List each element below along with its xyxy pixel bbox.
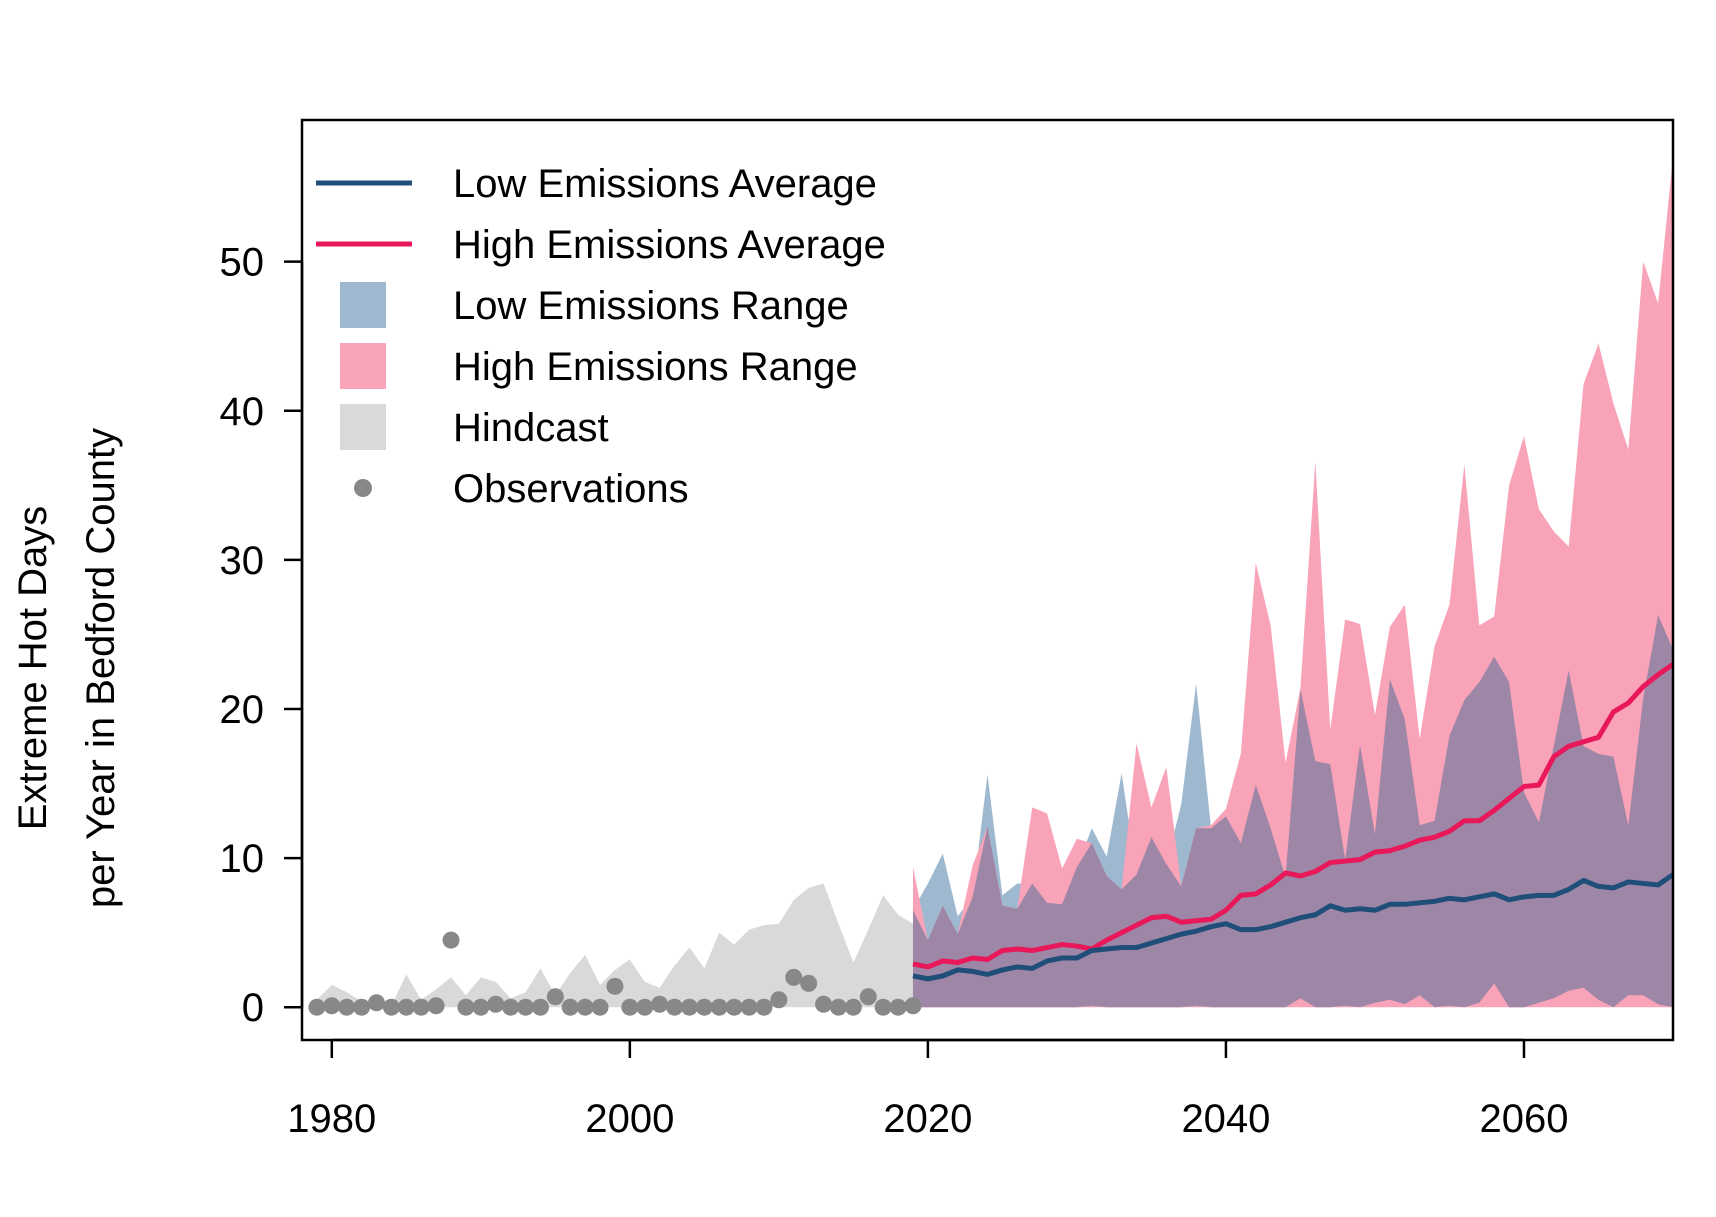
plot-layer bbox=[308, 157, 1673, 1016]
observation-point bbox=[591, 998, 609, 1016]
observation-point bbox=[815, 995, 833, 1013]
y-tick-label: 30 bbox=[220, 539, 265, 583]
observation-point bbox=[308, 998, 326, 1016]
legend-label-low-emissions-range: Low Emissions Range bbox=[453, 284, 849, 328]
observation-point bbox=[889, 998, 907, 1016]
x-tick-label: 2020 bbox=[883, 1097, 972, 1141]
legend-label-low-emissions-average: Low Emissions Average bbox=[453, 162, 877, 206]
observation-point bbox=[412, 998, 430, 1016]
legend-label-high-emissions-average: High Emissions Average bbox=[453, 223, 886, 267]
y-axis-title-line-1: Extreme Hot Days bbox=[11, 506, 55, 831]
legend-swatch-high-emissions-range bbox=[340, 343, 386, 389]
high-emissions-average-line bbox=[912, 662, 1673, 970]
legend-label-observations: Observations bbox=[453, 467, 689, 511]
observation-point bbox=[636, 998, 654, 1016]
y-axis-title-line-2: per Year in Bedford County bbox=[79, 428, 123, 908]
observation-point bbox=[800, 974, 818, 992]
observation-point bbox=[353, 998, 371, 1016]
observation-point bbox=[397, 998, 415, 1016]
x-tick-label: 1980 bbox=[287, 1097, 376, 1141]
observation-point bbox=[561, 998, 579, 1016]
y-axis-title: Extreme Hot Days per Year in Bedford Cou… bbox=[11, 428, 123, 908]
observation-point bbox=[606, 977, 624, 995]
observation-point bbox=[621, 998, 639, 1016]
observation-point bbox=[755, 998, 773, 1016]
observation-point bbox=[368, 994, 386, 1012]
observation-point bbox=[338, 998, 356, 1016]
observation-point bbox=[666, 998, 684, 1016]
y-axis: 0 10 20 30 40 50 bbox=[220, 241, 304, 1030]
observation-point bbox=[472, 998, 490, 1016]
observation-point bbox=[457, 998, 475, 1016]
legend: Low Emissions Average High Emissions Aver… bbox=[316, 162, 886, 511]
legend-swatch-observations bbox=[354, 479, 372, 497]
observation-point bbox=[829, 998, 847, 1016]
legend-label-hindcast: Hindcast bbox=[453, 406, 609, 450]
legend-swatch-low-emissions-range bbox=[340, 282, 386, 328]
hindcast-band bbox=[316, 883, 913, 1008]
observation-point bbox=[502, 998, 520, 1016]
observation-point bbox=[710, 998, 728, 1016]
observation-point bbox=[427, 997, 445, 1015]
observation-point bbox=[651, 995, 669, 1013]
legend-swatch-hindcast bbox=[340, 404, 386, 450]
observation-point bbox=[695, 998, 713, 1016]
observation-point bbox=[844, 998, 862, 1016]
y-tick-label: 0 bbox=[242, 986, 264, 1030]
range-overlap-band bbox=[912, 615, 1673, 1008]
observation-point bbox=[874, 998, 892, 1016]
observation-point bbox=[442, 931, 460, 949]
legend-label-high-emissions-range: High Emissions Range bbox=[453, 345, 858, 389]
observation-point bbox=[531, 998, 549, 1016]
x-tick-label: 2060 bbox=[1479, 1097, 1568, 1141]
y-tick-label: 40 bbox=[220, 390, 265, 434]
low-emissions-average-line bbox=[912, 872, 1673, 982]
observation-point bbox=[517, 998, 535, 1016]
observation-point bbox=[725, 998, 743, 1016]
observation-point bbox=[859, 988, 877, 1006]
y-tick-label: 20 bbox=[220, 688, 265, 732]
x-tick-label: 2040 bbox=[1181, 1097, 1270, 1141]
observation-point bbox=[382, 998, 400, 1016]
observation-point bbox=[740, 998, 758, 1016]
x-tick-label: 2000 bbox=[585, 1097, 674, 1141]
observation-point bbox=[487, 995, 505, 1013]
observation-point bbox=[323, 997, 341, 1015]
observation-point bbox=[680, 998, 698, 1016]
y-tick-label: 10 bbox=[220, 837, 265, 881]
observation-point bbox=[785, 968, 803, 986]
x-axis: 1980 2000 2020 2040 2060 bbox=[287, 1038, 1568, 1141]
observation-point bbox=[546, 988, 564, 1006]
y-tick-label: 50 bbox=[220, 241, 265, 285]
observation-point bbox=[770, 991, 788, 1009]
observation-point bbox=[576, 998, 594, 1016]
observation-point bbox=[904, 997, 922, 1015]
observation-points bbox=[308, 931, 922, 1016]
